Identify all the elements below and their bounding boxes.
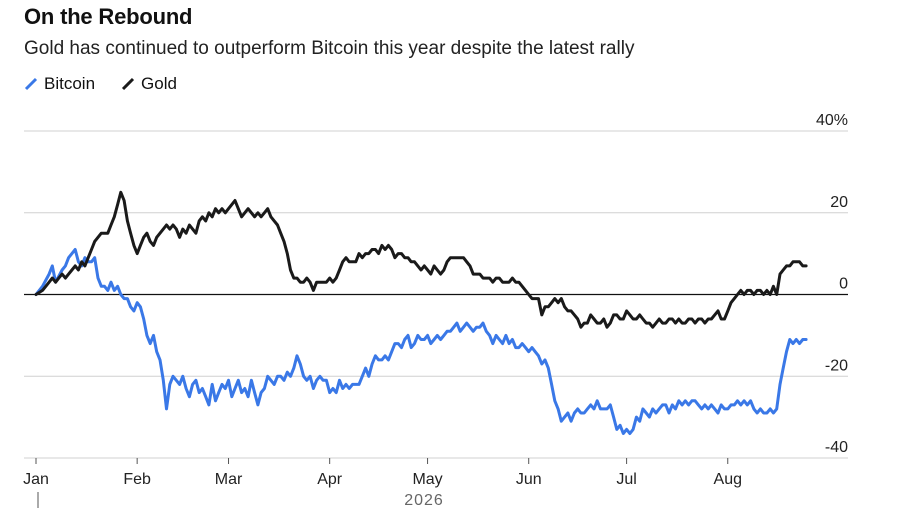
legend-swatch-gold bbox=[121, 77, 135, 91]
y-tick-label: -40 bbox=[825, 439, 848, 456]
series-line-gold bbox=[34, 190, 808, 329]
x-tick-label: Jun bbox=[516, 471, 542, 488]
x-tick-label: Jul bbox=[616, 471, 636, 488]
x-tick-label: Apr bbox=[317, 471, 343, 488]
x-tick-label: Jan bbox=[23, 471, 49, 488]
chart-title: On the Rebound bbox=[24, 4, 193, 29]
chart-subtitle: Gold has continued to outperform Bitcoin… bbox=[24, 38, 635, 59]
x-tick-label: Feb bbox=[123, 471, 151, 488]
legend: Bitcoin Gold bbox=[24, 74, 177, 94]
y-tick-label: 0 bbox=[839, 276, 848, 293]
legend-swatch-bitcoin bbox=[24, 77, 38, 91]
x-tick-label: Aug bbox=[714, 471, 742, 488]
y-tick-label: 20 bbox=[830, 194, 848, 211]
y-tick-label: 40% bbox=[816, 112, 848, 129]
legend-item-bitcoin: Bitcoin bbox=[24, 74, 95, 94]
x-tick-label: May bbox=[412, 471, 442, 488]
year-label: 2026 bbox=[404, 492, 444, 509]
legend-item-gold: Gold bbox=[121, 74, 177, 94]
legend-label-gold: Gold bbox=[141, 74, 177, 93]
series-line-bitcoin bbox=[34, 248, 808, 435]
legend-label-bitcoin: Bitcoin bbox=[44, 74, 96, 93]
x-tick-label: Mar bbox=[215, 471, 243, 488]
y-tick-label: -20 bbox=[825, 357, 848, 374]
